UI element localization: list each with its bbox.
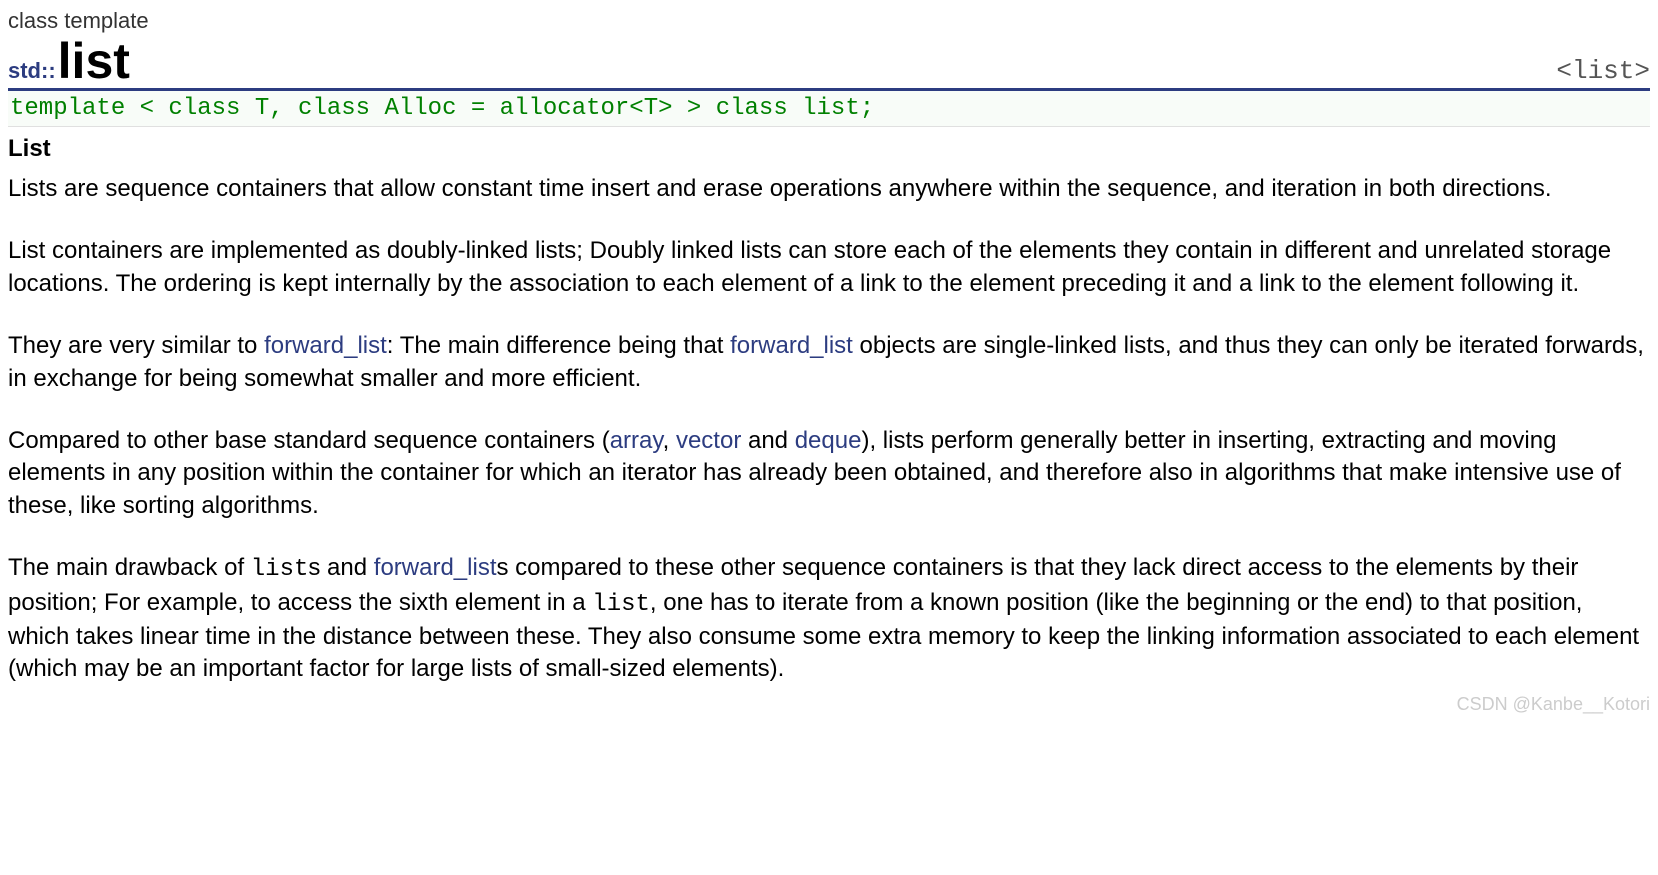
watermark: CSDN @Kanbe__Kotori: [8, 694, 1650, 715]
paragraph-comparison: Compared to other base standard sequence…: [8, 425, 1650, 522]
text-segment: and: [741, 427, 794, 454]
array-link[interactable]: array: [610, 427, 663, 454]
forward-list-link[interactable]: forward_list: [264, 332, 387, 359]
text-segment: The main drawback of: [8, 554, 251, 581]
kicker-label: class template: [8, 8, 1650, 34]
paragraph-implementation: List containers are implemented as doubl…: [8, 235, 1650, 300]
forward-list-link[interactable]: forward_list: [730, 332, 853, 359]
list-mono: list: [251, 556, 309, 583]
text-segment: : The main difference being that: [387, 332, 730, 359]
class-name: list: [58, 36, 130, 86]
template-signature: template < class T, class Alloc = alloca…: [8, 91, 1650, 127]
list-mono: list: [592, 591, 650, 618]
paragraph-forward-list: They are very similar to forward_list: T…: [8, 330, 1650, 395]
namespace-prefix: std::: [8, 58, 56, 84]
title-row: std::list <list>: [8, 36, 1650, 91]
vector-link[interactable]: vector: [676, 427, 741, 454]
deque-link[interactable]: deque: [795, 427, 862, 454]
forward-list-link[interactable]: forward_list: [374, 554, 497, 581]
section-title: List: [8, 135, 1650, 163]
text-segment: Compared to other base standard sequence…: [8, 427, 610, 454]
paragraph-drawback: The main drawback of lists and forward_l…: [8, 552, 1650, 686]
header-include-tag: <list>: [1556, 56, 1650, 86]
text-segment: They are very similar to: [8, 332, 264, 359]
text-segment: ,: [663, 427, 676, 454]
text-segment: s and: [308, 554, 373, 581]
title-left: std::list: [8, 36, 130, 86]
paragraph-intro: Lists are sequence containers that allow…: [8, 173, 1650, 205]
